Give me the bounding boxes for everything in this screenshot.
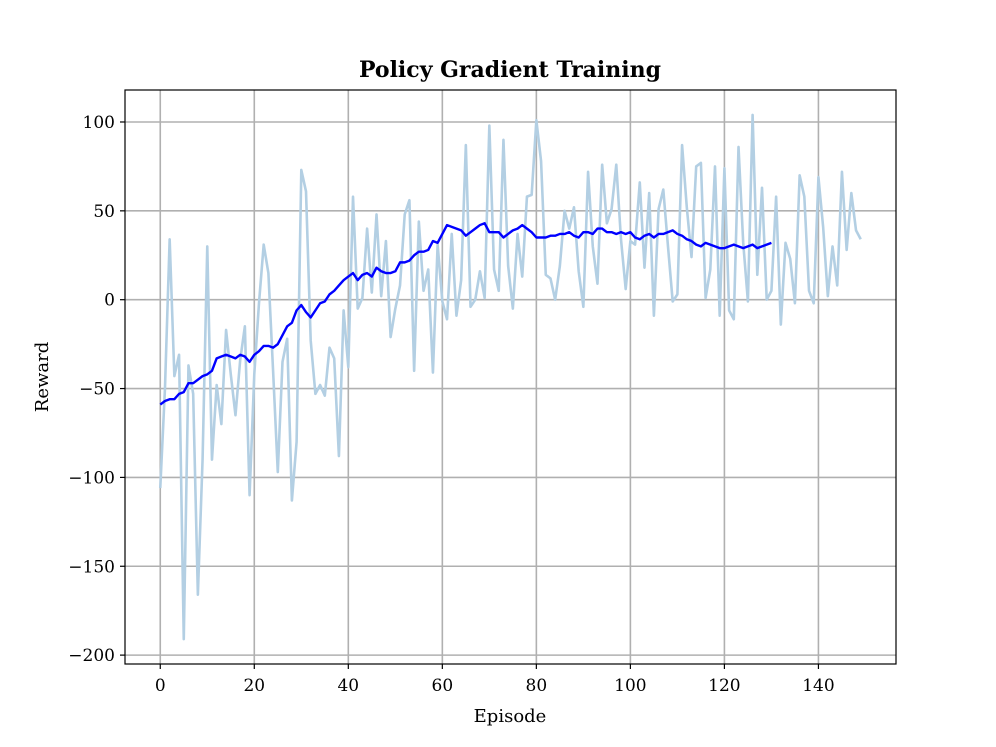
reward-line bbox=[158, 113, 862, 641]
plot-frame bbox=[124, 89, 897, 665]
y-tick-label: −200 bbox=[68, 646, 115, 666]
moving-average-line bbox=[159, 222, 772, 406]
y-tick-label: 50 bbox=[93, 202, 115, 222]
y-tick-label: −50 bbox=[79, 380, 115, 400]
series-layer bbox=[158, 113, 862, 641]
y-tick-label: −100 bbox=[68, 468, 115, 488]
x-tick-label: 80 bbox=[526, 676, 548, 696]
x-tick-label: 40 bbox=[337, 676, 359, 696]
x-axis-label: Episode bbox=[474, 706, 547, 727]
x-tick-label: 100 bbox=[614, 676, 646, 696]
x-tick-label: 60 bbox=[432, 676, 454, 696]
y-tick-label: 100 bbox=[83, 113, 115, 133]
x-axis-ticks: 0 20 40 60 80 100 120 140 bbox=[155, 664, 835, 696]
y-axis-ticks: 100 50 0 −50 −100 −150 −200 bbox=[68, 113, 125, 666]
x-tick-label: 140 bbox=[802, 676, 834, 696]
y-tick-label: 0 bbox=[104, 291, 115, 311]
x-tick-label: 20 bbox=[243, 676, 265, 696]
y-tick-label: −150 bbox=[68, 557, 115, 577]
x-tick-label: 120 bbox=[708, 676, 740, 696]
chart-title: Policy Gradient Training bbox=[359, 57, 661, 83]
x-tick-label: 0 bbox=[155, 676, 166, 696]
y-axis-label: Reward bbox=[32, 342, 53, 412]
